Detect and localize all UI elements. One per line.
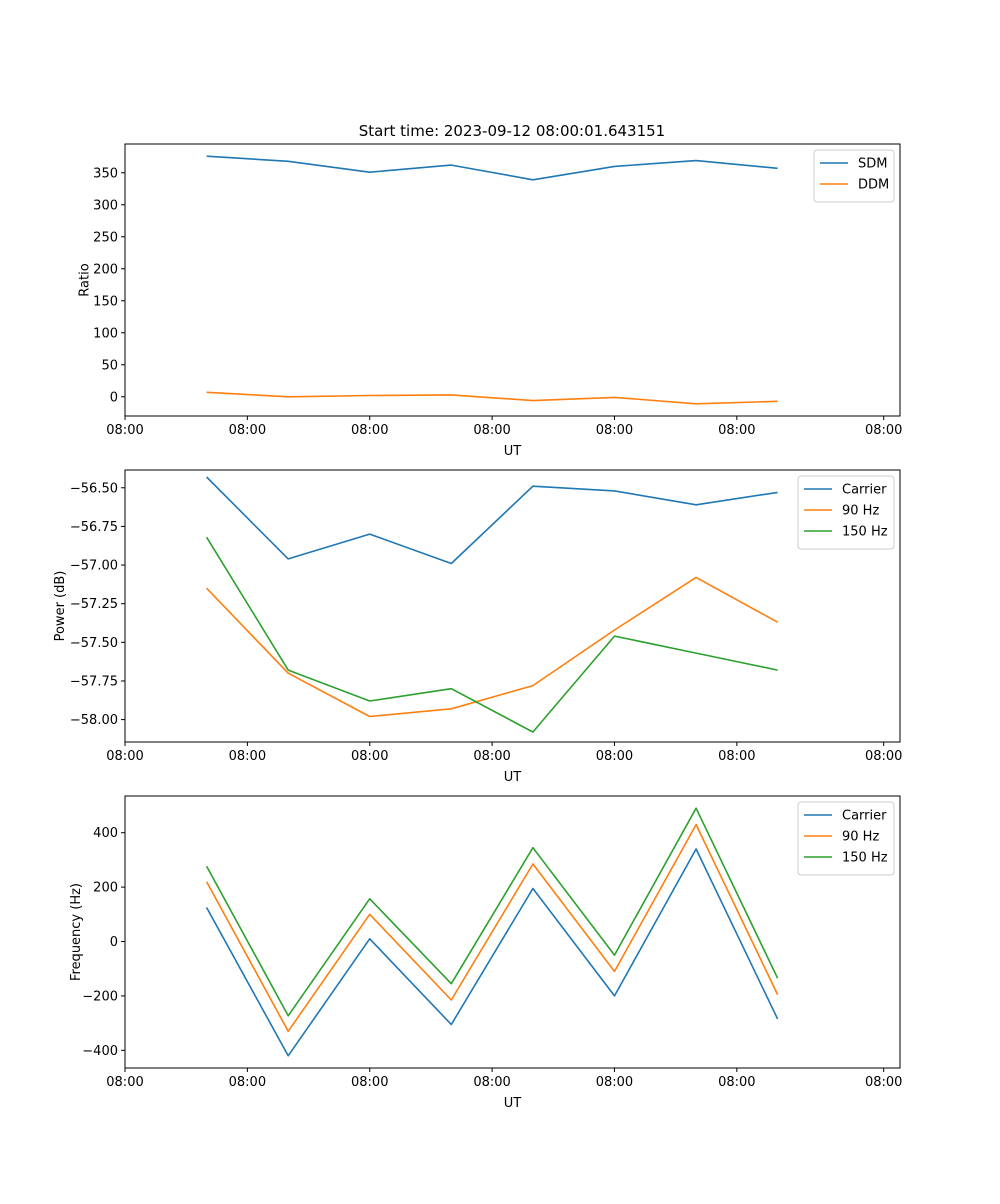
power-x-tick-label: 08:00 bbox=[473, 749, 510, 764]
frequency-x-tick-label: 08:00 bbox=[596, 1075, 633, 1090]
power-axes-frame bbox=[124, 469, 901, 743]
ratio-x-tick-label: 08:00 bbox=[229, 423, 266, 438]
ratio-x-tick-label: 08:00 bbox=[473, 423, 510, 438]
power-x-tick-label: 08:00 bbox=[106, 749, 143, 764]
ratio-y-tick-label: 250 bbox=[93, 230, 118, 245]
ratio-y-tick-label: 300 bbox=[93, 198, 118, 213]
frequency-legend-label-150-hz: 150 Hz bbox=[842, 851, 888, 866]
power-y-tick-label: −57.00 bbox=[70, 559, 118, 574]
power-y-tick-label: −56.50 bbox=[70, 481, 118, 496]
frequency-series-90-hz-line bbox=[205, 823, 779, 1033]
ratio-y-tick-label: 0 bbox=[110, 390, 118, 405]
frequency-y-tick-label: 400 bbox=[93, 826, 118, 841]
power-y-tick-label: −57.75 bbox=[70, 674, 118, 689]
power-legend-label-carrier: Carrier bbox=[842, 483, 887, 498]
frequency-y-tick-label: −200 bbox=[82, 989, 118, 1004]
ratio-axes-frame bbox=[124, 143, 901, 417]
ratio-x-axis-label: UT bbox=[504, 444, 522, 459]
power-x-axis-label: UT bbox=[504, 770, 522, 785]
power-x-tick-label: 08:00 bbox=[596, 749, 633, 764]
ratio-x-tick-label: 08:00 bbox=[106, 423, 143, 438]
power-y-tick-label: −57.50 bbox=[70, 636, 118, 651]
frequency-x-tick-label: 08:00 bbox=[865, 1075, 902, 1090]
power-y-axis-label: Power (dB) bbox=[53, 571, 68, 642]
frequency-legend: Carrier 90 Hz 150 Hz bbox=[797, 801, 895, 876]
frequency-x-tick-label: 08:00 bbox=[718, 1075, 755, 1090]
frequency-x-tick-label: 08:00 bbox=[473, 1075, 510, 1090]
frequency-panel: 08:00 08:00 08:00 08:00 08:00 08:00 08:00 −400 −… bbox=[69, 795, 902, 1111]
power-y-tick-label: −56.75 bbox=[70, 520, 118, 535]
frequency-x-tick-label: 08:00 bbox=[229, 1075, 266, 1090]
frequency-series-150-hz-line bbox=[205, 807, 779, 1017]
ratio-y-tick-label: 100 bbox=[93, 326, 118, 341]
ratio-panel: 08:00 08:00 08:00 08:00 08:00 08:00 08:00 0 50 10… bbox=[77, 143, 902, 459]
frequency-legend-label-90-hz: 90 Hz bbox=[842, 830, 879, 845]
frequency-x-axis-label: UT bbox=[504, 1096, 522, 1111]
frequency-series-carrier-line bbox=[205, 848, 779, 1057]
frequency-x-tick-label: 08:00 bbox=[106, 1075, 143, 1090]
ratio-series-sdm-line bbox=[206, 155, 778, 181]
power-panel: 08:00 08:00 08:00 08:00 08:00 08:00 08:00 −58.0… bbox=[53, 469, 902, 785]
power-legend-label-90-hz: 90 Hz bbox=[842, 504, 879, 519]
ratio-x-tick-label: 08:00 bbox=[351, 423, 388, 438]
ratio-legend-label-ddm: DDM bbox=[858, 178, 889, 193]
frequency-y-tick-label: 0 bbox=[110, 935, 118, 950]
frequency-x-tick-label: 08:00 bbox=[351, 1075, 388, 1090]
power-legend: Carrier 90 Hz 150 Hz bbox=[797, 475, 895, 550]
figure-title: Start time: 2023-09-12 08:00:01.643151 bbox=[359, 122, 665, 140]
frequency-y-tick-label: 200 bbox=[93, 881, 118, 896]
power-legend-label-150-hz: 150 Hz bbox=[842, 525, 888, 540]
ratio-y-tick-label: 150 bbox=[93, 294, 118, 309]
frequency-axes-frame bbox=[124, 795, 901, 1069]
ratio-y-tick-label: 50 bbox=[101, 358, 118, 373]
power-series-150-hz-line bbox=[205, 536, 778, 733]
power-x-tick-label: 08:00 bbox=[351, 749, 388, 764]
power-series-90-hz-line bbox=[206, 576, 778, 718]
power-x-tick-label: 08:00 bbox=[229, 749, 266, 764]
ratio-x-tick-label: 08:00 bbox=[596, 423, 633, 438]
ratio-y-axis-label: Ratio bbox=[77, 263, 92, 296]
frequency-legend-label-carrier: Carrier bbox=[842, 809, 887, 824]
ratio-y-tick-label: 200 bbox=[93, 262, 118, 277]
power-y-tick-label: −58.00 bbox=[70, 713, 118, 728]
power-x-tick-label: 08:00 bbox=[865, 749, 902, 764]
ratio-y-tick-label: 350 bbox=[93, 166, 118, 181]
power-series-carrier-line bbox=[206, 476, 778, 565]
ratio-legend: SDM DDM bbox=[813, 149, 895, 203]
ratio-x-tick-label: 08:00 bbox=[718, 423, 755, 438]
ratio-x-tick-label: 08:00 bbox=[865, 423, 902, 438]
frequency-y-axis-label: Frequency (Hz) bbox=[69, 883, 84, 981]
ratio-legend-label-sdm: SDM bbox=[858, 157, 887, 172]
frequency-y-tick-label: −400 bbox=[82, 1044, 118, 1059]
ratio-series-ddm-line bbox=[206, 391, 778, 405]
power-y-tick-label: −57.25 bbox=[70, 597, 118, 612]
power-x-tick-label: 08:00 bbox=[718, 749, 755, 764]
